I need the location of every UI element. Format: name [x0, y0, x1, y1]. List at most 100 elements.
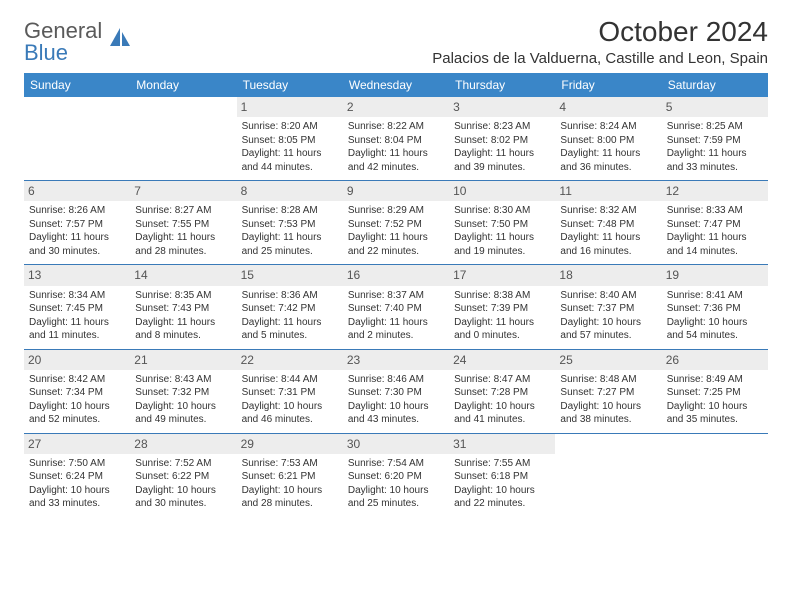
- calendar-body: 1Sunrise: 8:20 AMSunset: 8:05 PMDaylight…: [24, 97, 768, 517]
- day-body: Sunrise: 8:34 AMSunset: 7:45 PMDaylight:…: [28, 289, 126, 343]
- day-body: Sunrise: 8:36 AMSunset: 7:42 PMDaylight:…: [241, 289, 339, 343]
- sunrise-line: Sunrise: 8:41 AM: [667, 289, 763, 303]
- sunrise-line: Sunrise: 8:37 AM: [348, 289, 444, 303]
- calendar-day: 6 Sunrise: 8:26 AMSunset: 7:57 PMDaylight…: [24, 181, 130, 265]
- sunrise-line: Sunrise: 8:49 AM: [667, 373, 763, 387]
- calendar-day: 17 Sunrise: 8:38 AMSunset: 7:39 PMDayligh…: [449, 265, 555, 349]
- day-body: Sunrise: 8:38 AMSunset: 7:39 PMDaylight:…: [453, 289, 551, 343]
- daylight-line: Daylight: 11 hours and 11 minutes.: [29, 316, 125, 343]
- daylight-line: Daylight: 10 hours and 28 minutes.: [242, 484, 338, 511]
- day-number: 31: [449, 434, 555, 454]
- location: Palacios de la Valduerna, Castille and L…: [432, 50, 768, 67]
- day-number: 17: [449, 265, 555, 285]
- day-number: 21: [130, 350, 236, 370]
- day-number: 18: [555, 265, 661, 285]
- sunset-line: Sunset: 6:21 PM: [242, 470, 338, 484]
- calendar-day: 11Sunrise: 8:32 AMSunset: 7:48 PMDayligh…: [555, 181, 661, 265]
- sunset-line: Sunset: 6:24 PM: [29, 470, 125, 484]
- sunset-line: Sunset: 7:27 PM: [560, 386, 656, 400]
- sunset-line: Sunset: 7:53 PM: [242, 218, 338, 232]
- sunrise-line: Sunrise: 8:40 AM: [560, 289, 656, 303]
- header: General Blue October 2024 Palacios de la…: [24, 16, 768, 67]
- sunrise-line: Sunrise: 8:26 AM: [29, 204, 125, 218]
- sunset-line: Sunset: 7:50 PM: [454, 218, 550, 232]
- day-number: 12: [662, 181, 768, 201]
- day-number: 16: [343, 265, 449, 285]
- daylight-line: Daylight: 11 hours and 25 minutes.: [242, 231, 338, 258]
- weekday-header: Monday: [130, 73, 236, 97]
- calendar-day: 5Sunrise: 8:25 AMSunset: 7:59 PMDaylight…: [662, 97, 768, 181]
- sunrise-line: Sunrise: 8:25 AM: [667, 120, 763, 134]
- sunset-line: Sunset: 8:04 PM: [348, 134, 444, 148]
- sunset-line: Sunset: 7:28 PM: [454, 386, 550, 400]
- calendar-day: 26Sunrise: 8:49 AMSunset: 7:25 PMDayligh…: [662, 349, 768, 433]
- sunrise-line: Sunrise: 8:42 AM: [29, 373, 125, 387]
- day-number: 27: [24, 434, 130, 454]
- daylight-line: Daylight: 11 hours and 30 minutes.: [29, 231, 125, 258]
- sunrise-line: Sunrise: 8:27 AM: [135, 204, 231, 218]
- day-number: 30: [343, 434, 449, 454]
- sunrise-line: Sunrise: 8:34 AM: [29, 289, 125, 303]
- daylight-line: Daylight: 11 hours and 14 minutes.: [667, 231, 763, 258]
- calendar-day: 18Sunrise: 8:40 AMSunset: 7:37 PMDayligh…: [555, 265, 661, 349]
- month-title: October 2024: [432, 16, 768, 48]
- calendar-day: 16Sunrise: 8:37 AMSunset: 7:40 PMDayligh…: [343, 265, 449, 349]
- day-body: Sunrise: 8:33 AMSunset: 7:47 PMDaylight:…: [666, 204, 764, 258]
- day-body: Sunrise: 8:27 AMSunset: 7:55 PMDaylight:…: [134, 204, 232, 258]
- weekday-header: Tuesday: [237, 73, 343, 97]
- day-body: Sunrise: 8:49 AMSunset: 7:25 PMDaylight:…: [666, 373, 764, 427]
- day-body: Sunrise: 8:25 AMSunset: 7:59 PMDaylight:…: [666, 120, 764, 174]
- sunset-line: Sunset: 7:36 PM: [667, 302, 763, 316]
- sunrise-line: Sunrise: 8:38 AM: [454, 289, 550, 303]
- brand-logo: General Blue: [24, 20, 132, 64]
- sunrise-line: Sunrise: 8:30 AM: [454, 204, 550, 218]
- day-body: Sunrise: 7:50 AMSunset: 6:24 PMDaylight:…: [28, 457, 126, 511]
- sunset-line: Sunset: 8:02 PM: [454, 134, 550, 148]
- daylight-line: Daylight: 11 hours and 22 minutes.: [348, 231, 444, 258]
- calendar-day: 8Sunrise: 8:28 AMSunset: 7:53 PMDaylight…: [237, 181, 343, 265]
- day-body: Sunrise: 8:35 AMSunset: 7:43 PMDaylight:…: [134, 289, 232, 343]
- day-number: 14: [130, 265, 236, 285]
- sunrise-line: Sunrise: 8:32 AM: [560, 204, 656, 218]
- calendar-day: 7 Sunrise: 8:27 AMSunset: 7:55 PMDaylight…: [130, 181, 236, 265]
- calendar-empty: [130, 97, 236, 181]
- day-body: Sunrise: 8:48 AMSunset: 7:27 PMDaylight:…: [559, 373, 657, 427]
- day-number: 1: [237, 97, 343, 117]
- sunset-line: Sunset: 7:57 PM: [29, 218, 125, 232]
- sunset-line: Sunset: 7:55 PM: [135, 218, 231, 232]
- day-body: Sunrise: 8:47 AMSunset: 7:28 PMDaylight:…: [453, 373, 551, 427]
- calendar-day: 23Sunrise: 8:46 AMSunset: 7:30 PMDayligh…: [343, 349, 449, 433]
- daylight-line: Daylight: 10 hours and 33 minutes.: [29, 484, 125, 511]
- calendar-day: 10Sunrise: 8:30 AMSunset: 7:50 PMDayligh…: [449, 181, 555, 265]
- calendar-day: 24Sunrise: 8:47 AMSunset: 7:28 PMDayligh…: [449, 349, 555, 433]
- calendar-day: 14 Sunrise: 8:35 AMSunset: 7:43 PMDayligh…: [130, 265, 236, 349]
- calendar-day: 28Sunrise: 7:52 AMSunset: 6:22 PMDayligh…: [130, 433, 236, 517]
- sunset-line: Sunset: 7:47 PM: [667, 218, 763, 232]
- sunrise-line: Sunrise: 8:22 AM: [348, 120, 444, 134]
- daylight-line: Daylight: 11 hours and 44 minutes.: [242, 147, 338, 174]
- day-number: 7: [130, 181, 236, 201]
- sunset-line: Sunset: 7:48 PM: [560, 218, 656, 232]
- daylight-line: Daylight: 11 hours and 36 minutes.: [560, 147, 656, 174]
- sunrise-line: Sunrise: 8:48 AM: [560, 373, 656, 387]
- daylight-line: Daylight: 10 hours and 41 minutes.: [454, 400, 550, 427]
- weekday-header: Thursday: [449, 73, 555, 97]
- calendar-day: 1Sunrise: 8:20 AMSunset: 8:05 PMDaylight…: [237, 97, 343, 181]
- daylight-line: Daylight: 10 hours and 57 minutes.: [560, 316, 656, 343]
- daylight-line: Daylight: 11 hours and 16 minutes.: [560, 231, 656, 258]
- day-number: 6: [24, 181, 130, 201]
- sunset-line: Sunset: 6:20 PM: [348, 470, 444, 484]
- daylight-line: Daylight: 10 hours and 35 minutes.: [667, 400, 763, 427]
- day-body: Sunrise: 8:26 AMSunset: 7:57 PMDaylight:…: [28, 204, 126, 258]
- sunset-line: Sunset: 6:18 PM: [454, 470, 550, 484]
- weekday-header: Friday: [555, 73, 661, 97]
- sunset-line: Sunset: 7:39 PM: [454, 302, 550, 316]
- sunrise-line: Sunrise: 7:52 AM: [135, 457, 231, 471]
- brand-part2: Blue: [24, 40, 68, 65]
- day-number: 29: [237, 434, 343, 454]
- calendar-head: SundayMondayTuesdayWednesdayThursdayFrid…: [24, 73, 768, 97]
- daylight-line: Daylight: 11 hours and 5 minutes.: [242, 316, 338, 343]
- daylight-line: Daylight: 11 hours and 39 minutes.: [454, 147, 550, 174]
- day-body: Sunrise: 8:42 AMSunset: 7:34 PMDaylight:…: [28, 373, 126, 427]
- calendar-table: SundayMondayTuesdayWednesdayThursdayFrid…: [24, 73, 768, 517]
